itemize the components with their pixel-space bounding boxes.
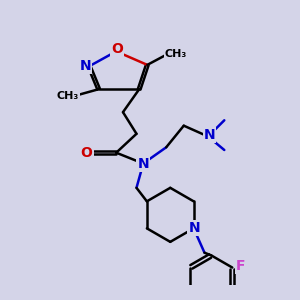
Text: N: N xyxy=(188,221,200,236)
Text: N: N xyxy=(204,128,215,142)
Text: N: N xyxy=(79,59,91,73)
Text: CH₃: CH₃ xyxy=(56,91,79,101)
Text: CH₃: CH₃ xyxy=(164,49,187,59)
Text: O: O xyxy=(111,42,123,56)
Text: N: N xyxy=(137,157,149,170)
Text: F: F xyxy=(236,259,245,273)
Text: O: O xyxy=(81,146,92,160)
